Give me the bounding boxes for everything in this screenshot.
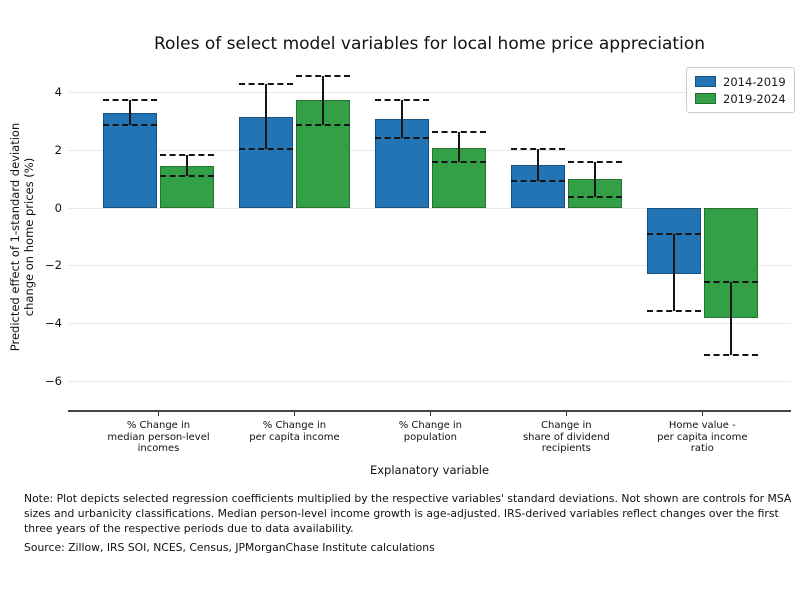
error-bar-line-2014-2019-4 [536, 149, 539, 181]
error-bar-cap-low-2014-2019-4 [510, 179, 565, 182]
gridline-y-2 [68, 265, 791, 267]
y-tick-label-0: 0 [54, 200, 62, 215]
error-bar-cap-high-2014-2019-2 [238, 83, 293, 86]
legend-swatch-green [695, 93, 716, 104]
x-tick-mark-4 [565, 412, 567, 416]
legend-item-2014-2019: 2014-2019 [695, 73, 786, 90]
error-bar-cap-high-2019-2024-1 [160, 153, 214, 156]
error-bar-cap-low-2019-2024-5 [703, 354, 758, 357]
x-tick-mark-5 [701, 412, 703, 416]
error-bar-line-2014-2019-5 [672, 234, 675, 311]
gridline-y2 [68, 150, 791, 151]
error-bar-line-2019-2024-3 [457, 131, 460, 163]
error-bar-cap-low-2014-2019-1 [103, 123, 157, 126]
x-tick-mark-1 [158, 412, 159, 416]
y-tick-label--4: −4 [45, 316, 62, 330]
error-bar-cap-low-2014-2019-3 [374, 136, 429, 139]
error-bar-line-2014-2019-3 [400, 100, 403, 138]
error-bar-line-2019-2024-4 [593, 162, 596, 197]
y-tick-label-4: 4 [54, 85, 62, 100]
gridline-y0 [68, 207, 791, 209]
source-text: Source: Zillow, IRS SOI, NCES, Census, J… [24, 541, 435, 554]
error-bar-cap-high-2014-2019-4 [510, 148, 565, 151]
gridline-y-4 [68, 323, 791, 324]
note-text: Note: Plot depicts selected regression c… [24, 492, 792, 535]
error-bar-line-2019-2024-5 [729, 281, 732, 356]
x-tick-label-4: Change in share of dividend recipients [522, 420, 610, 454]
gridline-y4 [68, 92, 791, 94]
y-tick-label--6: −6 [45, 373, 62, 388]
error-bar-cap-low-2019-2024-4 [567, 195, 622, 198]
error-bar-cap-high-2019-2024-3 [431, 130, 486, 133]
error-bar-cap-low-2019-2024-2 [295, 123, 350, 126]
bar-2019-2024-3 [431, 147, 486, 209]
legend-item-2019-2024: 2019-2024 [695, 90, 786, 107]
error-bar-cap-high-2014-2019-1 [103, 99, 157, 102]
bar-2019-2024-1 [160, 166, 214, 209]
error-bar-cap-high-2014-2019-3 [374, 99, 429, 102]
y-axis-label: Predicted effect of 1-standard deviation… [8, 122, 36, 352]
x-tick-label-3: % Change in population [398, 420, 463, 443]
error-bar-cap-high-2019-2024-5 [703, 280, 758, 283]
x-tick-mark-3 [429, 412, 431, 416]
error-bar-line-2019-2024-1 [186, 154, 188, 177]
error-bar-cap-low-2019-2024-1 [160, 175, 214, 178]
legend-label-2014-2019: 2014-2019 [723, 74, 786, 89]
error-bar-cap-high-2014-2019-5 [646, 233, 701, 236]
bar-2014-2019-1 [103, 113, 157, 209]
x-axis-label: Explanatory variable [369, 463, 490, 477]
x-tick-label-1: % Change in median person-level incomes [107, 420, 210, 454]
error-bar-line-2019-2024-2 [321, 75, 324, 125]
error-bar-cap-high-2019-2024-4 [567, 161, 622, 164]
error-bar-cap-low-2014-2019-5 [646, 309, 701, 312]
legend-swatch-blue [695, 76, 716, 87]
x-tick-label-5: Home value - per capita income ratio [657, 420, 748, 454]
gridline-y-6 [68, 380, 791, 382]
error-bar-line-2014-2019-2 [264, 84, 267, 150]
y-tick-label-2: 2 [54, 143, 62, 157]
x-axis-spine [68, 410, 791, 412]
y-tick-label--2: −2 [45, 258, 62, 273]
chart-title: Roles of select model variables for loca… [153, 34, 705, 54]
error-bar-line-2014-2019-1 [129, 100, 131, 125]
x-tick-label-2: % Change in per capita income [249, 420, 340, 443]
error-bar-cap-high-2019-2024-2 [295, 74, 350, 77]
legend: 2014-2019 2019-2024 [686, 67, 795, 113]
error-bar-cap-low-2014-2019-2 [238, 148, 293, 151]
error-bar-cap-low-2019-2024-3 [431, 161, 486, 164]
x-tick-mark-2 [293, 412, 295, 416]
legend-label-2019-2024: 2019-2024 [723, 91, 786, 106]
